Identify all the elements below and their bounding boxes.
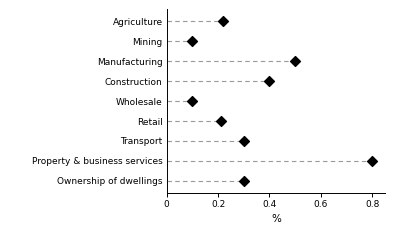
Point bbox=[189, 39, 196, 43]
Point bbox=[369, 159, 376, 163]
Point bbox=[266, 79, 273, 83]
Point bbox=[241, 179, 247, 183]
Point bbox=[220, 19, 226, 23]
Point bbox=[218, 119, 224, 123]
Point bbox=[189, 99, 196, 103]
Point bbox=[241, 139, 247, 143]
Point bbox=[292, 59, 299, 63]
X-axis label: %: % bbox=[271, 215, 281, 225]
